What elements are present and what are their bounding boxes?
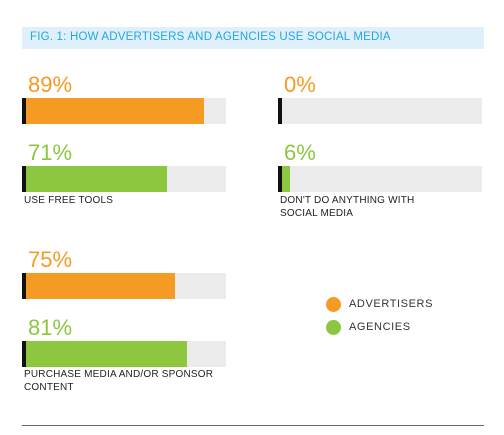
- bar-advertisers: [22, 273, 175, 299]
- legend-dot-advertisers: [326, 297, 341, 312]
- bar-advertisers: [22, 98, 204, 124]
- legend-dot-agencies: [326, 320, 341, 335]
- category-label: USE FREE TOOLS: [24, 195, 114, 206]
- category-label: DON'T DO ANYTHING WITH SOCIAL MEDIA: [280, 195, 415, 219]
- data-label-agencies: 6%: [284, 140, 316, 165]
- figure-title: FIG. 1: HOW ADVERTISERS AND AGENCIES USE…: [30, 31, 391, 43]
- data-label-agencies: 71%: [28, 140, 73, 165]
- data-label-agencies: 81%: [28, 315, 73, 340]
- bar-baseline-tick: [278, 98, 282, 124]
- bar-baseline-tick: [22, 98, 26, 124]
- bar-track: [22, 341, 226, 367]
- bar-baseline-tick: [22, 166, 26, 192]
- bar-baseline-tick: [22, 273, 26, 299]
- data-label-advertisers: 89%: [28, 72, 73, 97]
- bar-agencies: [22, 341, 188, 367]
- legend-label-agencies: AGENCIES: [349, 321, 411, 333]
- bar-baseline-tick: [278, 166, 282, 192]
- bar-baseline-tick: [22, 341, 26, 367]
- bar-track: [22, 166, 226, 192]
- bar-agencies: [22, 166, 167, 192]
- data-label-advertisers: 0%: [284, 72, 316, 97]
- bar-track: [278, 166, 482, 192]
- category-label: PURCHASE MEDIA AND/OR SPONSOR CONTENT: [24, 369, 214, 393]
- bar-track: [22, 98, 226, 124]
- data-label-advertisers: 75%: [28, 247, 73, 272]
- bottom-rule: [22, 425, 484, 426]
- figure-title-band: FIG. 1: HOW ADVERTISERS AND AGENCIES USE…: [22, 27, 484, 49]
- legend-label-advertisers: ADVERTISERS: [349, 298, 434, 310]
- bar-track: [22, 273, 226, 299]
- bar-track: [278, 98, 482, 124]
